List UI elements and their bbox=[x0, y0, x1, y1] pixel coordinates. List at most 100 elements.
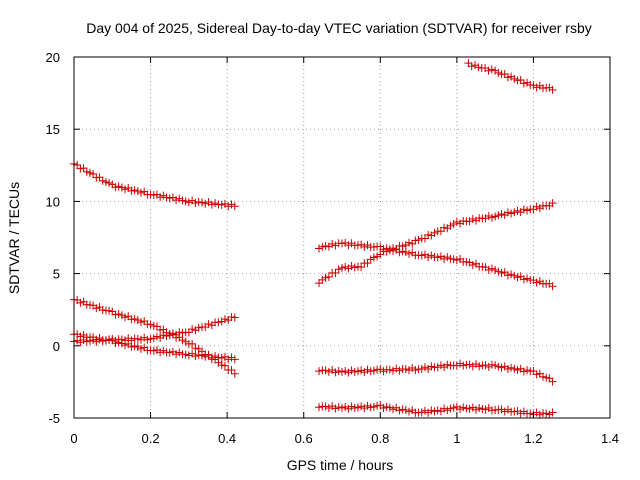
data-point bbox=[440, 223, 449, 232]
data-point bbox=[369, 253, 378, 262]
data-point bbox=[487, 264, 496, 273]
y-tick-label: 10 bbox=[46, 194, 60, 209]
data-point bbox=[191, 198, 200, 207]
data-point bbox=[398, 405, 407, 414]
x-tick-label: 0.8 bbox=[371, 431, 389, 446]
data-point bbox=[532, 370, 541, 379]
data-point bbox=[446, 221, 455, 230]
data-point bbox=[201, 199, 210, 208]
data-point bbox=[194, 350, 203, 359]
data-point bbox=[121, 185, 130, 194]
data-point bbox=[548, 408, 557, 417]
data-point bbox=[513, 273, 522, 282]
data-point bbox=[152, 332, 161, 341]
data-point bbox=[446, 404, 455, 413]
data-point bbox=[411, 366, 420, 374]
data-point bbox=[513, 206, 522, 215]
data-point bbox=[494, 267, 503, 276]
x-tick-label: 1.4 bbox=[601, 431, 619, 446]
data-point bbox=[389, 246, 398, 255]
data-point bbox=[347, 262, 356, 271]
data-point bbox=[436, 361, 445, 370]
data-point bbox=[194, 197, 203, 206]
data-point bbox=[181, 337, 190, 346]
data-point bbox=[535, 410, 544, 419]
data-point bbox=[539, 372, 547, 381]
data-point bbox=[175, 348, 184, 357]
data-point bbox=[510, 74, 519, 83]
data-point bbox=[331, 268, 340, 277]
y-axis-label: SDTVAR / TECUs bbox=[6, 182, 22, 294]
data-point bbox=[366, 367, 375, 376]
data-point bbox=[227, 353, 236, 362]
data-point bbox=[175, 194, 184, 203]
data-point bbox=[331, 368, 340, 377]
data-point bbox=[191, 344, 200, 353]
data-point bbox=[478, 404, 487, 413]
data-point bbox=[548, 377, 557, 386]
data-point bbox=[452, 218, 461, 227]
data-point bbox=[456, 405, 465, 414]
data-point bbox=[433, 253, 442, 262]
series-s1 bbox=[70, 159, 239, 211]
data-point bbox=[338, 403, 346, 412]
data-point bbox=[497, 269, 506, 278]
y-tick-label: 15 bbox=[46, 122, 60, 137]
data-point bbox=[188, 339, 197, 348]
data-point bbox=[178, 328, 187, 337]
data-point bbox=[230, 313, 239, 322]
data-point bbox=[220, 315, 229, 324]
data-point bbox=[542, 373, 551, 382]
data-point bbox=[494, 68, 503, 77]
data-point bbox=[484, 211, 493, 220]
data-point bbox=[373, 252, 382, 261]
data-point bbox=[98, 176, 107, 185]
data-point bbox=[500, 70, 509, 79]
data-point bbox=[334, 265, 343, 274]
data-point bbox=[184, 328, 193, 337]
data-point bbox=[379, 367, 388, 376]
data-point bbox=[523, 206, 532, 215]
data-point bbox=[92, 335, 101, 344]
data-point bbox=[156, 325, 165, 334]
data-point bbox=[443, 360, 452, 369]
data-point bbox=[111, 310, 120, 319]
data-point bbox=[503, 271, 512, 280]
data-point bbox=[162, 331, 171, 340]
data-point bbox=[382, 402, 391, 411]
data-point bbox=[76, 332, 85, 341]
plot-frame bbox=[73, 56, 611, 419]
data-point bbox=[456, 359, 465, 368]
data-point bbox=[324, 367, 333, 376]
data-point bbox=[114, 182, 123, 191]
data-point bbox=[217, 361, 226, 369]
data-point bbox=[121, 313, 130, 322]
data-point bbox=[137, 318, 145, 327]
data-point bbox=[465, 404, 474, 413]
x-tick-label: 0.2 bbox=[142, 431, 160, 446]
data-point bbox=[353, 367, 362, 376]
data-point bbox=[194, 323, 203, 332]
data-point bbox=[443, 406, 452, 415]
data-point bbox=[472, 360, 480, 369]
data-point bbox=[338, 367, 346, 376]
data-point bbox=[82, 167, 91, 176]
data-point bbox=[321, 273, 330, 282]
data-point bbox=[350, 367, 359, 376]
data-point bbox=[114, 338, 123, 347]
data-point bbox=[472, 405, 480, 414]
data-point bbox=[436, 227, 445, 236]
data-point bbox=[321, 242, 330, 251]
data-point bbox=[389, 405, 398, 414]
data-point bbox=[420, 234, 429, 243]
data-point bbox=[427, 362, 436, 371]
data-point bbox=[468, 261, 477, 270]
data-point bbox=[474, 63, 483, 72]
data-point bbox=[548, 199, 557, 208]
chart-title: Day 004 of 2025, Sidereal Day-to-day VTE… bbox=[86, 20, 592, 36]
data-point bbox=[350, 404, 359, 413]
data-point bbox=[211, 199, 220, 208]
data-point bbox=[227, 366, 236, 375]
data-point bbox=[85, 168, 94, 177]
data-point bbox=[341, 262, 350, 271]
